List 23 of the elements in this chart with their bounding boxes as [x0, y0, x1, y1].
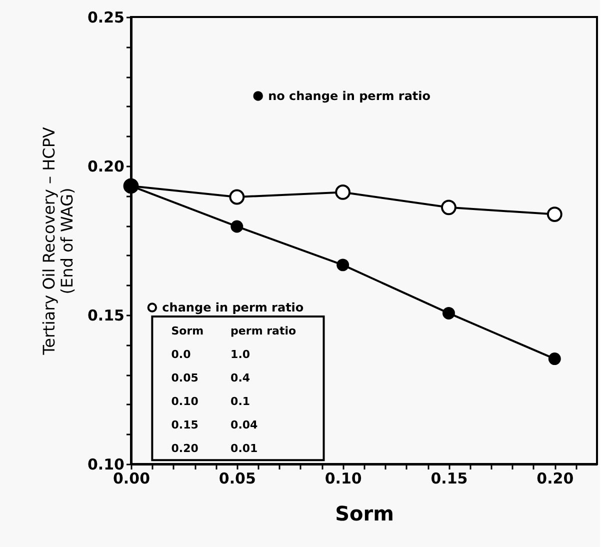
x-tick-label: 0.15	[430, 470, 468, 488]
y-tick-label: 0.20	[87, 158, 124, 176]
x-tick-label: 0.10	[324, 470, 362, 488]
annotation: perm ratio	[230, 324, 296, 338]
annotation: 0.01	[230, 442, 258, 456]
annotation: 0.15	[171, 418, 198, 432]
annotation: 0.4	[230, 371, 250, 384]
x-tick-label: 0.20	[536, 470, 574, 488]
annotation: 1.0	[230, 348, 250, 361]
y-tick-label: 0.15	[87, 306, 124, 324]
x-axis-title: Sorm	[335, 502, 394, 526]
y-tick-label: 0.25	[87, 8, 124, 26]
annotation: 0.20	[171, 442, 199, 456]
annotation: 0.10	[171, 395, 199, 408]
annotation: 0.05	[171, 371, 198, 384]
annotation: 0.0	[171, 348, 192, 361]
legend-label: no change in perm ratio	[268, 88, 431, 103]
annotation: Sorm	[171, 324, 204, 338]
legend-label: change in perm ratio	[162, 300, 304, 315]
annotation: 0.04	[230, 418, 258, 432]
x-tick-label: 0.05	[218, 470, 256, 488]
annotation: 0.1	[230, 395, 250, 408]
y-axis-title: Tertiary Oil Recovery – HCPV (End of WAG)	[39, 127, 76, 356]
